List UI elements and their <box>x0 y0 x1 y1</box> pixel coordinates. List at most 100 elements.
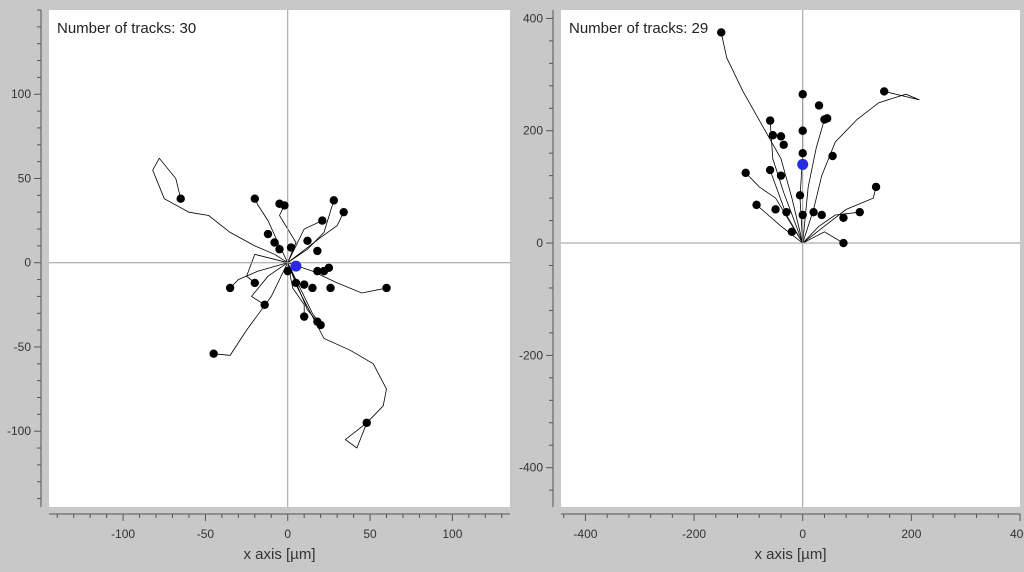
track-endpoint <box>362 418 371 427</box>
track-endpoint <box>814 101 824 110</box>
track-endpoint <box>263 229 273 239</box>
track-endpoint <box>275 245 284 254</box>
track-endpoint <box>871 182 881 192</box>
track-line <box>287 262 387 449</box>
track-line <box>246 253 288 284</box>
track-endpoint <box>839 213 848 222</box>
track-endpoint <box>303 236 312 246</box>
track-endpoint <box>817 210 826 220</box>
track-endpoint <box>299 280 309 289</box>
track-endpoint <box>822 114 832 123</box>
centroid-left <box>290 260 302 272</box>
x-tick-label: -100 <box>111 527 135 541</box>
x-tick-label: 50 <box>363 527 377 541</box>
track-endpoint <box>299 312 309 321</box>
track-line <box>802 231 844 244</box>
track-endpoint <box>286 243 296 252</box>
track-endpoint <box>752 200 761 210</box>
track-line <box>250 262 288 306</box>
track-endpoint <box>176 194 185 203</box>
track-endpoint <box>765 116 775 125</box>
center-axes-left <box>49 10 510 507</box>
plot-area-right <box>561 10 1020 507</box>
track-endpoint <box>855 207 864 217</box>
track-endpoint <box>768 131 778 140</box>
x-axis-title: x axis [µm] <box>755 546 827 563</box>
track-endpoint <box>776 132 786 141</box>
track-line <box>229 262 288 289</box>
track-endpoint <box>250 194 260 203</box>
track-endpoint <box>782 207 791 217</box>
track-endpoint <box>809 207 818 217</box>
track-endpoint <box>741 168 750 178</box>
x-tick-label: 0 <box>799 527 806 541</box>
track-line <box>287 262 387 294</box>
track-count-label: Number of tracks: 29 <box>569 20 708 37</box>
track-line <box>802 186 877 244</box>
track-line <box>213 262 289 356</box>
centroid-marker <box>290 260 302 272</box>
y-ticks-right: -400 -200 0 200 400 <box>519 11 553 491</box>
endpoints-right <box>717 28 889 248</box>
x-tick-label: -50 <box>197 527 215 541</box>
x-tick-label: 400 <box>1010 527 1024 541</box>
x-tick-label: -400 <box>573 527 597 541</box>
track-endpoint <box>318 216 327 225</box>
track-endpoint <box>250 278 260 288</box>
track-endpoint <box>798 210 807 220</box>
track-endpoint <box>339 207 348 217</box>
track-endpoint <box>324 263 334 272</box>
track-endpoint <box>316 320 325 330</box>
x-ticks-left: -100 -50 0 50 100 <box>56 514 503 541</box>
centroid-right <box>797 158 809 170</box>
track-endpoint <box>209 349 218 358</box>
y-tick-label: 0 <box>536 236 543 250</box>
track-endpoint <box>313 246 322 256</box>
tracks-panel-right: -400 -200 0 200 400 -400 -200 0 200 400 Number o… <box>519 10 1024 563</box>
track-endpoint <box>798 90 807 99</box>
track-line <box>287 262 318 322</box>
track-endpoint <box>329 196 339 205</box>
y-ticks-left: -100 -50 0 50 100 <box>7 9 41 500</box>
track-endpoint <box>776 171 786 180</box>
x-axis-title: x axis [µm] <box>244 546 316 563</box>
y-tick-label: -100 <box>7 424 31 438</box>
axis-frame-left <box>40 10 510 515</box>
y-tick-label: 100 <box>11 87 31 101</box>
track-endpoint <box>260 300 269 310</box>
track-line <box>287 212 345 264</box>
y-tick-label: 200 <box>523 124 543 138</box>
y-tick-label: 0 <box>24 256 31 270</box>
track-endpoint <box>225 283 235 293</box>
centroid-marker <box>797 158 809 170</box>
track-endpoint <box>795 191 805 200</box>
track-endpoint <box>779 140 788 149</box>
track-endpoint <box>717 28 726 37</box>
y-tick-label: -400 <box>519 461 543 475</box>
track-endpoint <box>280 201 289 210</box>
x-tick-label: 200 <box>901 527 921 541</box>
x-tick-label: 0 <box>284 527 291 541</box>
track-line <box>720 32 804 244</box>
plot-area-left <box>49 10 510 507</box>
track-line <box>152 157 288 264</box>
x-tick-label: -200 <box>682 527 706 541</box>
track-endpoint <box>798 126 807 135</box>
track-endpoint <box>291 278 301 288</box>
track-line <box>756 204 803 244</box>
y-tick-label: 400 <box>523 11 543 25</box>
track-endpoint <box>270 238 279 247</box>
track-line <box>802 211 860 244</box>
y-tick-label: -50 <box>14 340 32 354</box>
track-line <box>287 220 323 263</box>
track-count-label: Number of tracks: 30 <box>57 20 196 37</box>
track-endpoint <box>880 87 889 96</box>
track-endpoint <box>326 283 335 293</box>
track-endpoint <box>828 151 837 161</box>
track-endpoint <box>382 283 391 293</box>
y-tick-label: -200 <box>519 348 543 362</box>
track-endpoint <box>798 149 807 158</box>
tracks-panel-left: -100 -50 0 50 100 -100 -50 0 50 100 Number of tr… <box>7 9 510 563</box>
y-tick-label: 50 <box>18 171 32 185</box>
